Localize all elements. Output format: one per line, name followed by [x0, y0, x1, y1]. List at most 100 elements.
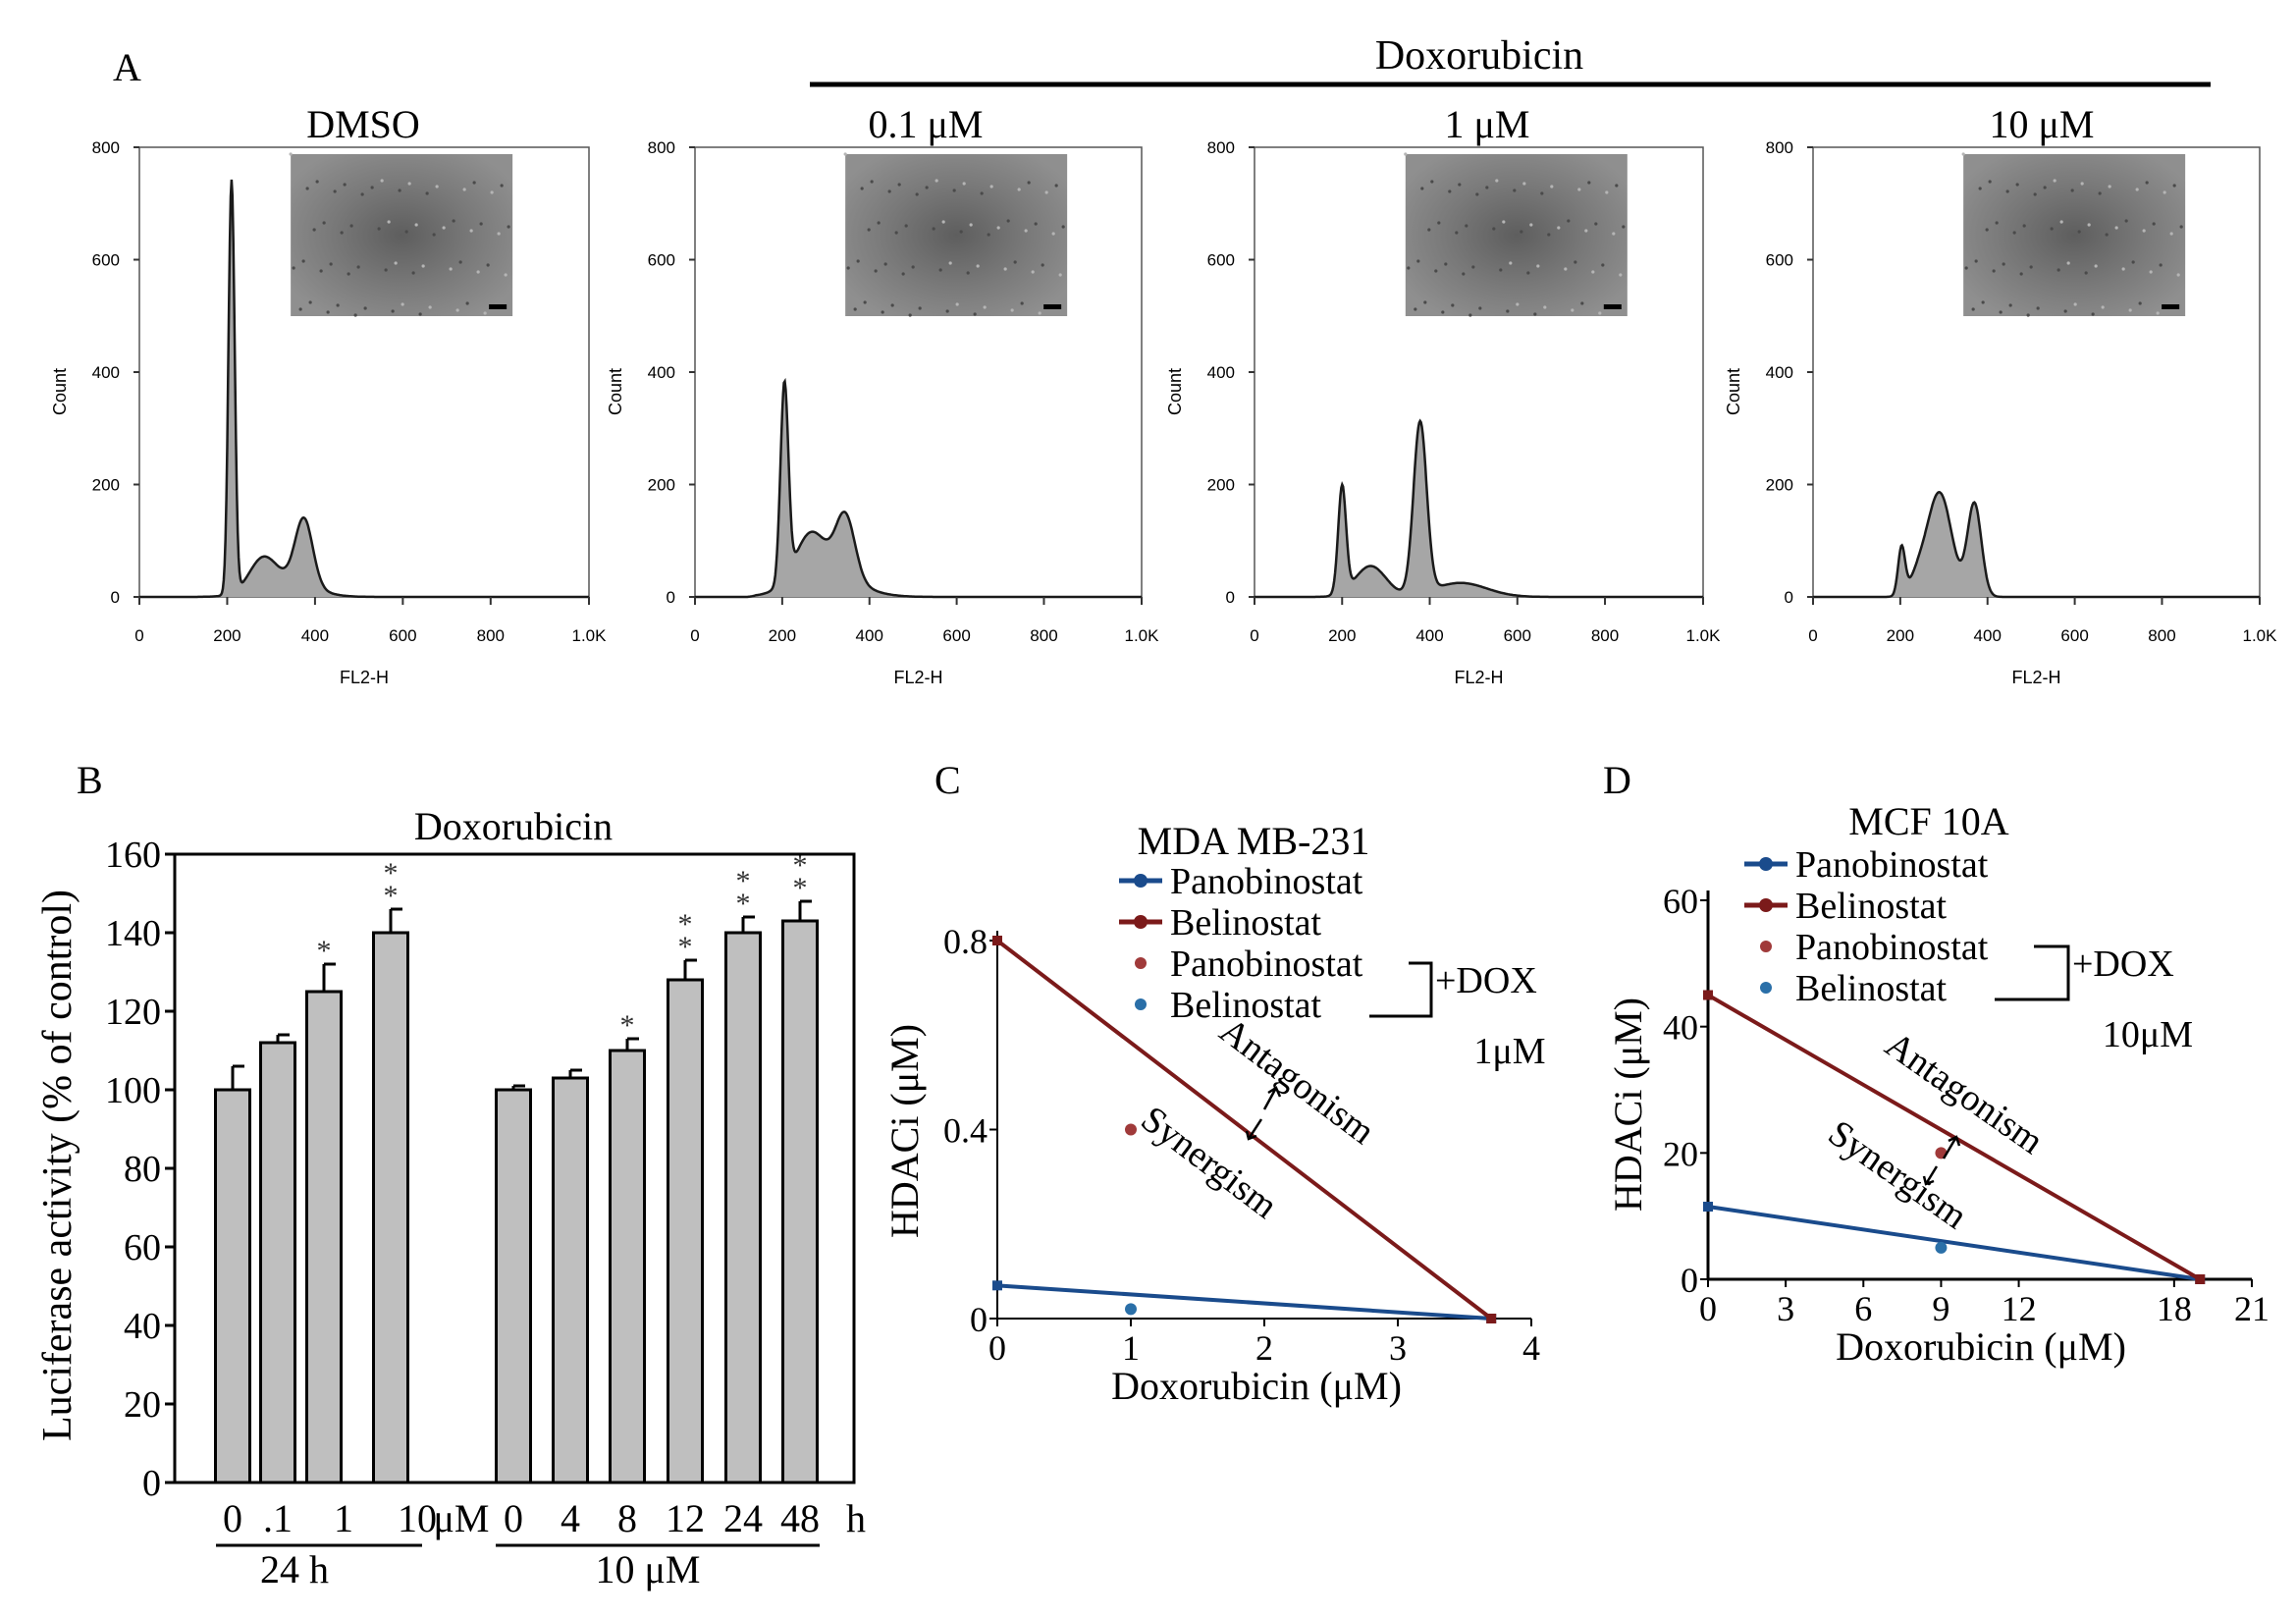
x-tick-label: 4 [1522, 1328, 1540, 1368]
cell-speck [2152, 222, 2156, 226]
cell-speck [1580, 301, 1584, 305]
legend-marker [1134, 874, 1148, 888]
cell-speck [319, 269, 323, 273]
cell-speck [449, 267, 453, 271]
cell-speck [894, 231, 898, 235]
cell-speck [394, 261, 398, 265]
cell-speck [1564, 267, 1568, 271]
cell-speck [2005, 189, 2009, 193]
x-tick-label: 18 [2157, 1289, 2192, 1328]
direction-arrows [1922, 1135, 1961, 1186]
x-tick-label: 3 [1777, 1289, 1794, 1328]
histogram-fill [695, 381, 1142, 597]
y-tick-label: 400 [1766, 363, 1793, 382]
cell-speck [1529, 223, 1533, 227]
cell-speck [1601, 263, 1605, 267]
combination-point-panobinostat [1125, 1123, 1137, 1136]
cell-speck [1458, 183, 1462, 187]
panel-b-bar-chart: B Doxorubicin Luciferase activity (% of … [35, 758, 866, 1591]
cell-speck [360, 192, 364, 196]
cell-speck [2019, 272, 2023, 276]
cell-speck [1041, 263, 1044, 267]
cell-speck [1020, 301, 1024, 305]
cell-speck [418, 312, 422, 316]
cell-speck [398, 189, 401, 192]
cell-speck [1051, 232, 1055, 236]
micrograph-inset [1963, 154, 2186, 316]
histogram-curve [1813, 491, 2260, 599]
y-tick-label: 20 [1663, 1134, 1698, 1173]
y-tick-label: 0.4 [943, 1111, 988, 1151]
cell-speck [2033, 192, 2037, 196]
cell-speck [476, 270, 480, 274]
dox-bracket [1369, 961, 1433, 1018]
legend-point-marker [1135, 998, 1147, 1010]
histogram-xlabel: FL2-H [893, 668, 942, 687]
isobole-end-marker [1703, 1202, 1713, 1213]
cell-speck [425, 191, 429, 195]
group-label: 24 h [260, 1547, 329, 1591]
cell-speck [870, 180, 874, 184]
isobole-end-marker [992, 1280, 1002, 1291]
cell-speck [289, 152, 293, 156]
x-tick-label: 12 [666, 1496, 705, 1540]
direction-arrows [1245, 1086, 1282, 1141]
cell-speck [483, 311, 487, 315]
cell-speck [1427, 228, 1431, 232]
histogram-panel-1: DMSO 0 200 400 600 800 1.0K 0 200 400 600 800 FL2-H C… [50, 102, 607, 687]
cell-speck [1522, 182, 1526, 186]
cell-speck [996, 226, 1000, 230]
x-tick-label: 1.0K [1125, 626, 1160, 645]
cell-speck [1526, 271, 1530, 275]
cell-speck [948, 261, 952, 265]
cell-speck [2084, 271, 2088, 275]
cell-speck [1058, 273, 1062, 277]
cell-speck [1468, 313, 1472, 317]
isobole-end-marker [1703, 990, 1713, 1000]
bar [495, 1088, 532, 1484]
cell-speck [881, 310, 884, 314]
cell-speck [1506, 309, 1510, 313]
histogram-ylabel: Count [1165, 368, 1185, 415]
cell-speck [2053, 179, 2056, 183]
x-tick-label: 3 [1389, 1328, 1407, 1368]
cell-speck [1451, 303, 1455, 307]
legend-point-marker [1760, 982, 1772, 994]
cell-speck [918, 306, 922, 310]
cell-speck [962, 182, 966, 186]
y-tick-label: 0.8 [943, 922, 988, 961]
x-tick-label: 0 [690, 626, 699, 645]
cell-speck [1061, 225, 1065, 229]
x-tick-label: 200 [1328, 626, 1356, 645]
group-label: 10 μM [595, 1547, 700, 1591]
cell-speck [497, 232, 501, 236]
cell-speck [353, 313, 357, 317]
cell-speck [336, 303, 340, 307]
cell-speck [980, 191, 984, 195]
panel-label-d: D [1603, 758, 1631, 802]
cell-speck [1520, 230, 1523, 234]
x-tick-label: 200 [1887, 626, 1914, 645]
cell-speck [1999, 310, 2002, 314]
x-tick-label: 10 [398, 1496, 437, 1540]
cell-speck [400, 302, 404, 306]
legend-marker [1759, 898, 1773, 912]
cell-speck [465, 301, 469, 305]
histogram-panel-3: 1 μM 0 200 400 600 800 1.0K 0 200 400 600 800 FL2-H C… [1165, 102, 1721, 687]
cell-speck [1027, 181, 1031, 185]
cell-speck [1571, 308, 1575, 312]
cell-speck [2073, 302, 2077, 306]
cell-speck [384, 268, 388, 272]
cell-speck [1509, 261, 1513, 265]
x-tick-label: .1 [263, 1496, 293, 1540]
legend-label: Belinostat [1795, 886, 1948, 927]
cell-speck [363, 306, 367, 310]
cell-speck [1605, 190, 1609, 194]
y-tick-label: 800 [1207, 138, 1235, 157]
cell-speck [2029, 265, 2033, 269]
y-tick-label: 80 [124, 1149, 161, 1190]
cell-speck [1031, 270, 1035, 274]
isobole-panobinostat [996, 1283, 1492, 1321]
cell-speck [2101, 305, 2105, 309]
x-tick-label: 48 [780, 1496, 820, 1540]
